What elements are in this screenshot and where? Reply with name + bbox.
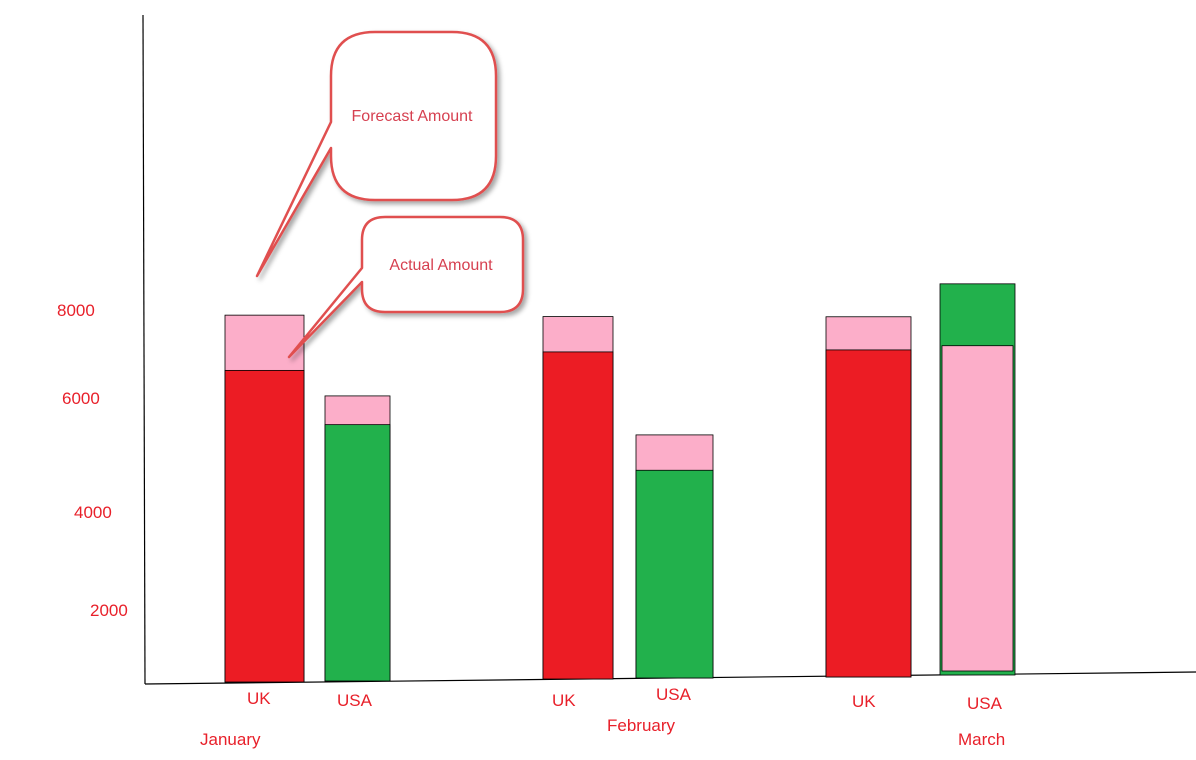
forecast-callout (255, 30, 498, 278)
month-label: January (200, 730, 261, 749)
actual-bar-february-uk (542, 351, 614, 680)
y-tick-label: 4000 (74, 503, 112, 522)
y-tick-label: 8000 (57, 301, 95, 320)
actual-bar-march-uk (825, 349, 912, 678)
x-tick-label: USA (656, 685, 692, 704)
x-tick-label: UK (852, 692, 876, 711)
x-tick-label: UK (552, 691, 576, 710)
actual-bar-january-usa (324, 424, 391, 682)
bars-group (224, 283, 1016, 683)
x-tick-label: USA (967, 694, 1003, 713)
y-tick-label: 6000 (62, 389, 100, 408)
x-tick-label: USA (337, 691, 373, 710)
month-label: February (607, 716, 676, 735)
forecast-callout-text: Forecast Amount (352, 108, 474, 125)
month-label: March (958, 730, 1005, 749)
x-tick-label: UK (247, 689, 271, 708)
y-axis (142, 14, 146, 685)
actual-bar-february-usa (635, 469, 714, 679)
actual-bar-january-uk (224, 369, 305, 683)
forecast-bar-march-usa (941, 345, 1014, 672)
actual-callout-text: Actual Amount (389, 257, 493, 274)
actual-callout (287, 215, 525, 359)
y-tick-label: 2000 (90, 601, 128, 620)
